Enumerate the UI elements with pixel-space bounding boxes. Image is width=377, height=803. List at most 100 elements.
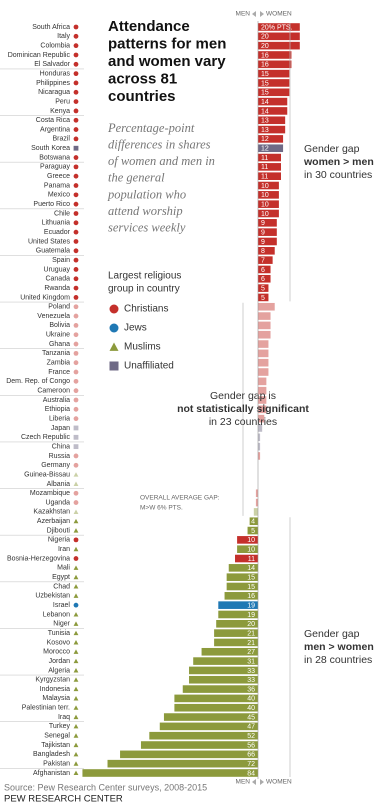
data-label: 33 <box>247 668 255 675</box>
data-label: 14 <box>261 99 269 106</box>
country-label: Italy <box>57 33 70 40</box>
bar <box>149 731 258 740</box>
marker <box>73 640 79 645</box>
marker <box>73 546 79 552</box>
country-label: Uruguay <box>44 266 71 273</box>
bar <box>258 69 290 78</box>
bar <box>258 274 271 283</box>
bar <box>258 144 284 153</box>
bar <box>159 722 258 731</box>
marker <box>73 239 79 244</box>
data-label: 21 <box>247 640 255 647</box>
data-label: 19 <box>247 602 255 609</box>
bar <box>258 256 273 264</box>
country-label: Algeria <box>48 667 70 674</box>
data-label: 33 <box>247 677 255 684</box>
marker <box>73 565 79 570</box>
marker <box>73 472 79 477</box>
country-label: Panama <box>44 182 70 189</box>
data-label: 5 <box>251 528 255 535</box>
data-label: 12 <box>261 146 269 153</box>
bar <box>258 330 271 339</box>
country-label: Uzbekistan <box>35 593 70 600</box>
bar <box>226 573 258 581</box>
country-label: Venezuela <box>37 313 70 320</box>
marker <box>73 108 79 114</box>
bar <box>258 135 284 143</box>
country-label: Guinea-Bissau <box>24 471 70 478</box>
country-label: Bosnia-Herzegovina <box>7 555 70 562</box>
legend-label: Muslims <box>124 342 161 353</box>
country-label: Albania <box>47 481 70 488</box>
marker <box>73 696 79 701</box>
marker <box>73 444 79 450</box>
marker <box>73 52 79 58</box>
brand: PEW RESEARCH CENTER <box>4 794 123 803</box>
arrow <box>252 11 256 17</box>
source: Source: Pew Research Center surveys, 200… <box>4 782 207 792</box>
marker <box>73 425 79 431</box>
average-note: M>W 6% PTS. <box>140 505 183 512</box>
marker <box>73 388 79 394</box>
data-label: 20 <box>261 43 269 50</box>
country-label: Chad <box>53 583 70 590</box>
bar <box>258 237 277 246</box>
chart-title: countries <box>108 88 176 105</box>
country-label: Cameroon <box>37 388 70 395</box>
country-label: Israel <box>53 602 71 609</box>
data-label: 40 <box>247 696 255 703</box>
marker <box>109 342 119 351</box>
bar <box>258 265 271 274</box>
chart-title: across 81 <box>108 70 177 87</box>
country-label: Lebanon <box>43 611 70 618</box>
marker <box>73 24 79 30</box>
data-label: 5 <box>261 295 265 302</box>
legend-label: Christians <box>124 304 168 315</box>
bar <box>258 41 300 50</box>
country-label: Tunisia <box>48 630 70 637</box>
bar <box>258 116 286 125</box>
country-label: Peru <box>55 98 70 105</box>
marker <box>73 71 79 77</box>
arrow <box>260 11 264 17</box>
country-label: Iraq <box>58 714 70 721</box>
country-label: Puerto Rico <box>33 201 70 208</box>
data-label: 16 <box>247 593 255 600</box>
country-label: El Salvador <box>34 61 70 68</box>
annotation: men > women <box>304 641 374 653</box>
country-label: Russia <box>49 453 71 460</box>
bar <box>258 88 290 97</box>
bar <box>237 536 258 544</box>
subtitle: of women and men in <box>108 154 215 168</box>
data-label: 15 <box>247 584 255 591</box>
marker <box>73 127 79 132</box>
country-label: Chile <box>54 210 70 217</box>
bar <box>258 349 269 358</box>
country-label: Kosovo <box>47 639 70 646</box>
subtitle: the general <box>108 171 165 185</box>
annotation: women > men <box>303 156 374 168</box>
bar <box>258 97 288 106</box>
marker <box>73 537 79 543</box>
bar <box>258 51 292 59</box>
legend-label: Jews <box>124 323 147 334</box>
bar <box>218 610 258 619</box>
marker <box>73 33 79 39</box>
marker <box>73 276 79 282</box>
country-label: Ecuador <box>44 229 71 236</box>
subtitle: population who <box>107 187 186 201</box>
bar <box>258 32 300 41</box>
data-label: 10 <box>261 211 269 218</box>
country-label: Ukraine <box>46 332 70 339</box>
country-label: Japan <box>51 425 70 432</box>
marker <box>73 99 79 104</box>
country-label: Botswana <box>39 154 70 161</box>
legend-title: Largest religious <box>108 271 181 282</box>
marker <box>73 500 79 505</box>
country-label: Australia <box>43 397 70 404</box>
data-label: 56 <box>247 742 255 749</box>
country-label: Indonesia <box>40 686 70 693</box>
bar <box>258 405 267 414</box>
bar <box>258 23 300 31</box>
annotation: in 28 countries <box>304 654 372 666</box>
